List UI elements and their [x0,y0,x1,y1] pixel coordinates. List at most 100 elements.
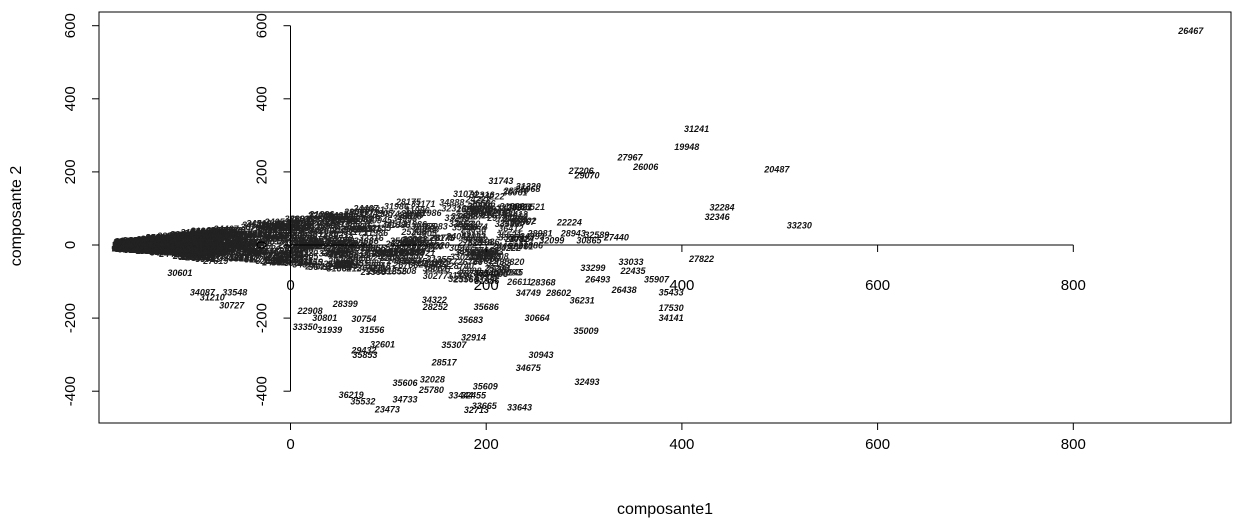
cluster-point-label: 36061 [163,244,188,254]
cluster-point-label: 24222 [114,239,140,249]
cluster-point-label: 25566 [137,239,164,249]
cluster-point-label: 31355 [426,255,452,265]
cluster-point-label: 34888 [326,261,351,271]
cluster-point-label: 34512 [136,237,161,247]
cluster-point-label: 26766 [392,260,419,270]
cluster-point-label: 28740 [327,233,353,243]
y-tick-label: -400 [62,376,79,406]
cluster-point-label: 33553 [149,247,174,257]
cluster-point-label: 28067 [163,244,190,254]
cluster-point-label: 31171 [299,241,323,251]
x-axis: 0 200 400 600 800 [286,423,1086,453]
cluster-point-label: 34888 [167,231,192,241]
cluster-point-label: 25968 [332,225,358,235]
cluster-point-label: 27619 [160,241,186,251]
cluster-point-label: 25566 [127,236,154,246]
cluster-point-label: 33402 [511,216,536,226]
cluster-point-label: 25968 [322,248,348,258]
cluster-point-label: 24467 [197,246,224,256]
cluster-point-label: 23874 [178,244,204,254]
cluster-point-label: 23874 [462,222,488,232]
cluster-point-label: 28067 [131,242,158,252]
cluster-point-label: 26766 [173,233,200,243]
cluster-point-label: 34993 [225,240,250,250]
cluster-point-label: 24467 [175,244,202,254]
cluster-point-label: 25968 [345,253,371,263]
cluster-point-label: 32316 [348,221,374,231]
cluster-point-label: 31662 [503,211,528,221]
cluster-point-label: 24905 [144,235,171,245]
cluster-point-label: 33021 [140,234,165,244]
point-label: 35532 [350,396,375,406]
cluster-point-label: 29056 [226,227,253,237]
cluster-point-label: 35867 [135,246,161,256]
cluster-point-label: 24053 [225,237,251,247]
cluster-point-label: 32155 [461,230,487,240]
cluster-point-label: 27619 [152,243,178,253]
point-label: 28943 [560,228,586,238]
cluster-point-label: 31986 [404,206,430,216]
cluster-point-label: 23874 [137,243,163,253]
cluster-point-label: 28740 [236,247,262,257]
cluster-point-label: 31171 [310,218,334,228]
cluster-point-label: 23874 [195,249,221,259]
point-label: 35907 [644,274,670,284]
cluster-point-label: 27619 [472,256,498,266]
cluster-point-label: 34993 [520,231,545,241]
point-label: 30664 [525,313,550,323]
cluster-point-label: 26611 [506,277,531,287]
cluster-point-label: 30277 [126,244,152,254]
cluster-point-label: 29320 [199,241,225,251]
cluster-point-label: 31886 [499,202,525,212]
cluster-point-label: 35820 [242,248,267,258]
cluster-point-label: 33021 [118,241,143,251]
cluster-point-label: 34993 [118,237,143,247]
cluster-point-label: 23874 [142,237,168,247]
cluster-point-label: 31886 [474,249,500,259]
cluster-point-label: 28740 [481,207,507,217]
cluster-point-label: 35521 [520,202,545,212]
cluster-point-label: 31886 [113,240,139,250]
cluster-point-label: 24467 [201,232,228,242]
cluster-point-label: 33021 [450,252,475,262]
cluster-point-label: 35867 [138,241,164,251]
cluster-point-label: 28067 [121,238,148,248]
cluster-point-label: 36061 [249,246,274,256]
cluster-point-label: 27619 [140,239,166,249]
point-label: 34087 [190,288,216,298]
cluster-point-label: 30277 [272,233,298,243]
cluster-point-label: 32155 [366,223,392,233]
cluster-point-label: 26766 [163,232,190,242]
y-tick-label: 200 [62,159,79,184]
cluster-point-label: 24467 [141,242,168,252]
cluster-point-label: 24467 [126,238,153,248]
cluster-point-label: 23874 [176,244,202,254]
cluster-point-label: 33021 [136,237,161,247]
cluster-point-label: 29781 [198,234,224,244]
point-label: 34141 [659,313,684,323]
cluster-point-label: 23874 [198,229,224,239]
cluster-point-label: 36412 [189,229,214,239]
cluster-point-label: 24222 [123,240,149,250]
cluster-point-label: 33021 [192,244,217,254]
cluster-point-label: 34512 [153,246,178,256]
cluster-point-label: 32083 [115,242,140,252]
cluster-point-label: 26611 [418,259,443,269]
cluster-point-label: 34888 [143,237,168,247]
cluster-point-label: 30277 [327,235,353,245]
cluster-point-label: 36061 [503,188,528,198]
cluster-point-label: 23874 [169,243,195,253]
cluster-point-label: 33553 [199,246,224,256]
cluster-point-label: 31986 [190,226,216,236]
cluster-point-label: 35867 [131,236,157,246]
cluster-point-label: 27619 [202,228,228,238]
cluster-point-label: 25968 [514,184,540,194]
point-label: 32713 [464,405,489,415]
cluster-point-label: 28067 [457,212,484,222]
point-label: 33033 [619,257,644,267]
cluster-point-label: 24467 [386,256,413,266]
cluster-point-label: 33245 [125,240,151,250]
cluster-point-label: 26988 [398,250,424,260]
cluster-point-label: 32083 [166,233,191,243]
cluster-point-label: 34993 [323,219,348,229]
